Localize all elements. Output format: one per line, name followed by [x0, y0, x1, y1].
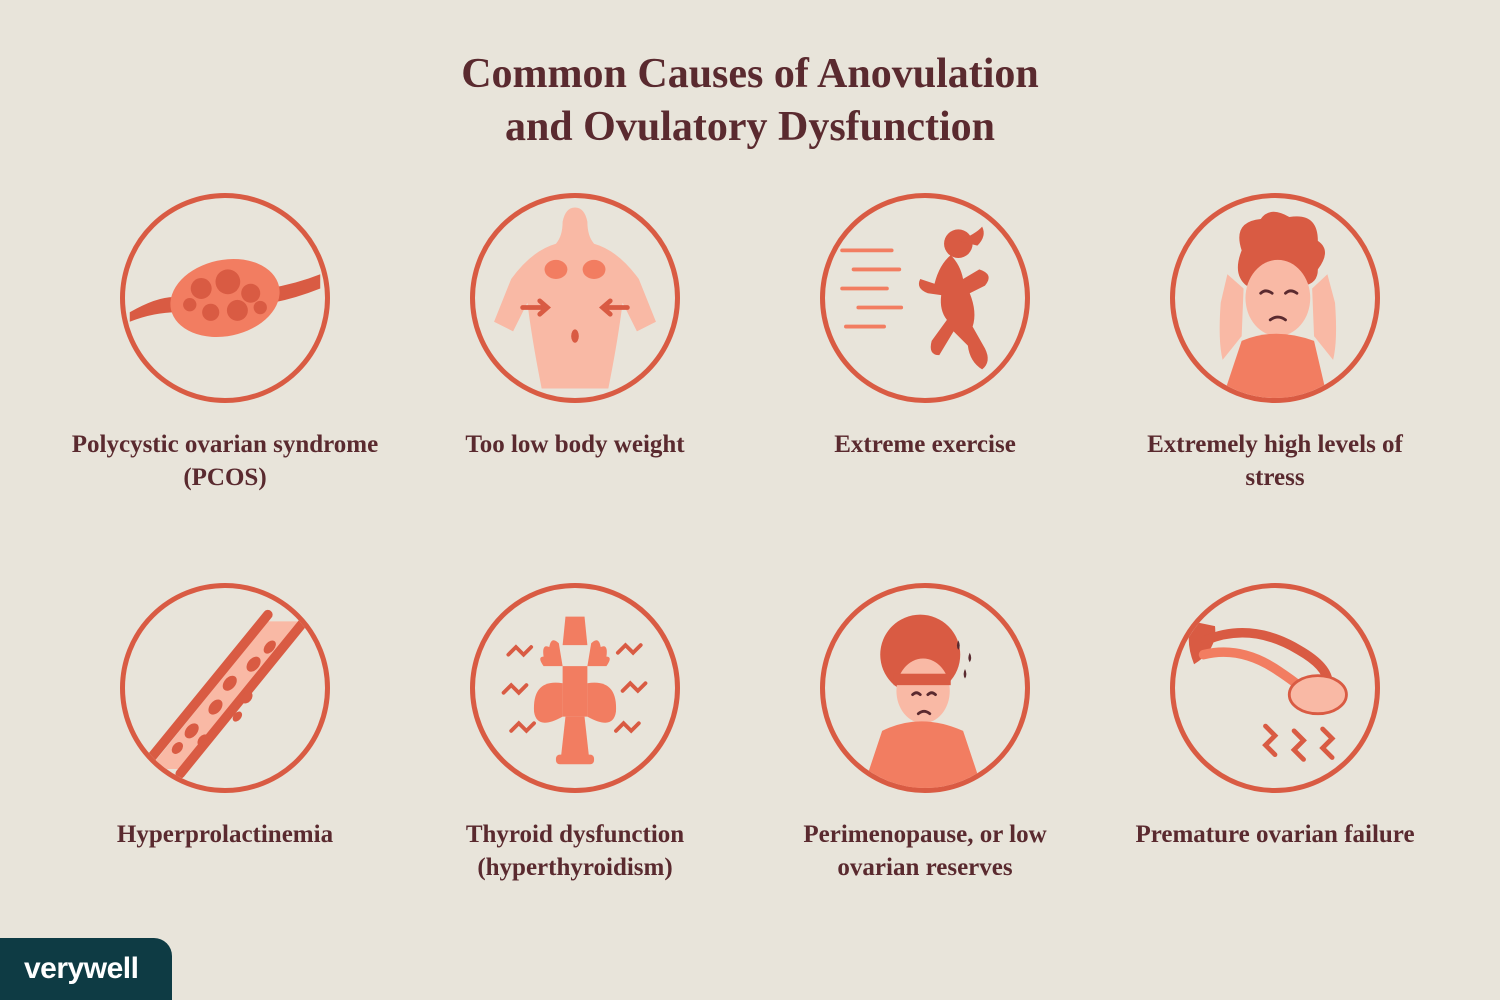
- caption-exercise: Extreme exercise: [834, 429, 1016, 462]
- title-line-1: Common Causes of Anovulation: [461, 51, 1039, 97]
- item-ovarian-failure: Premature ovarian failure: [1115, 583, 1435, 963]
- title-line-2: and Ovulatory Dysfunction: [505, 104, 995, 150]
- caption-perimenopause: Perimenopause, or low ovarian reserves: [770, 819, 1080, 884]
- torso-icon: [470, 193, 680, 403]
- caption-pcos: Polycystic ovarian syndrome (PCOS): [70, 429, 380, 494]
- infographic-page: Common Causes of Anovulation and Ovulato…: [0, 0, 1500, 1000]
- item-stress: Extremely high levels of stress: [1115, 193, 1435, 573]
- page-title: Common Causes of Anovulation and Ovulato…: [461, 48, 1039, 153]
- stress-icon: [1170, 193, 1380, 403]
- item-perimenopause: Perimenopause, or low ovarian reserves: [765, 583, 1085, 963]
- item-low-weight: Too low body weight: [415, 193, 735, 573]
- item-pcos: Polycystic ovarian syndrome (PCOS): [65, 193, 385, 573]
- caption-low-weight: Too low body weight: [465, 429, 684, 462]
- blood-vessel-icon: [120, 583, 330, 793]
- runner-icon: [820, 193, 1030, 403]
- pcos-icon: [120, 193, 330, 403]
- caption-stress: Extremely high levels of stress: [1120, 429, 1430, 494]
- items-grid: Polycystic ovarian syndrome (PCOS) Too l…: [65, 193, 1435, 963]
- caption-thyroid: Thyroid dysfunction (hyperthyroidism): [420, 819, 730, 884]
- item-exercise: Extreme exercise: [765, 193, 1085, 573]
- logo-text: verywell: [24, 952, 138, 985]
- caption-hyperprolactin: Hyperprolactinemia: [117, 819, 333, 852]
- item-hyperprolactin: Hyperprolactinemia: [65, 583, 385, 963]
- thyroid-icon: [470, 583, 680, 793]
- ovary-icon: [1170, 583, 1380, 793]
- sweating-icon: [820, 583, 1030, 793]
- caption-ovarian-failure: Premature ovarian failure: [1135, 819, 1414, 852]
- brand-logo: verywell: [0, 938, 172, 1000]
- item-thyroid: Thyroid dysfunction (hyperthyroidism): [415, 583, 735, 963]
